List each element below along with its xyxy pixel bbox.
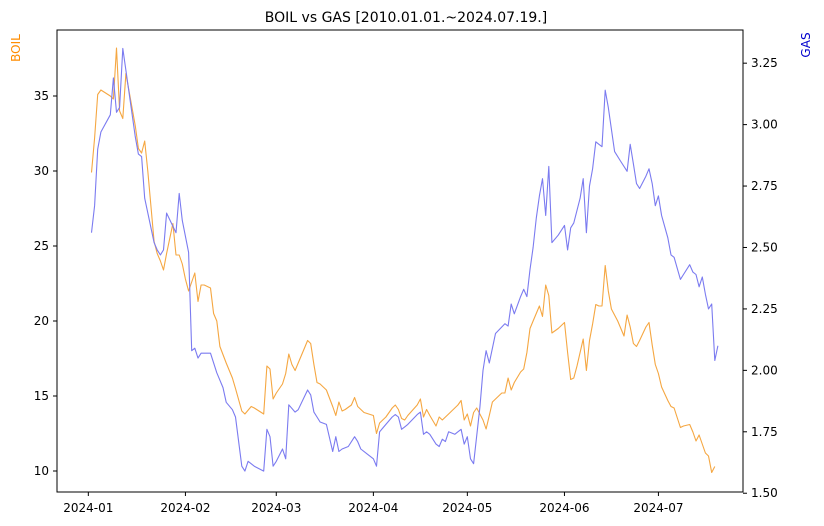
right-y-tick-label: 3.25 (751, 56, 778, 70)
right-y-tick-label: 2.75 (751, 179, 778, 193)
right-y-tick-label: 2.00 (751, 363, 778, 377)
x-tick-label: 2024-03 (251, 501, 301, 515)
left-y-tick-label: 15 (34, 389, 49, 403)
x-tick-label: 2024-04 (348, 501, 398, 515)
boil-series-line (90, 47, 716, 474)
chart-title: BOIL vs GAS [2010.01.01.~2024.07.19.] (265, 10, 547, 26)
left-y-tick-label: 20 (34, 314, 49, 328)
right-y-tick-label: 2.50 (751, 240, 778, 254)
x-tick-label: 2024-06 (539, 501, 589, 515)
axes-layer: 2024-01 2024-02 2024-03 2024-04 2024-05 2024-… (34, 56, 778, 515)
plot-frame (56, 29, 744, 493)
right-y-tick-label: 1.75 (751, 425, 778, 439)
gas-series-line (90, 47, 719, 472)
x-tick-label: 2024-02 (160, 501, 210, 515)
left-y-tick-label: 25 (34, 239, 49, 253)
left-y-tick-label: 30 (34, 164, 49, 178)
right-y-tick-label: 1.50 (751, 486, 778, 500)
x-tick-label: 2024-07 (633, 501, 683, 515)
right-axis-title: GAS (799, 32, 813, 57)
left-axis-title: BOIL (9, 34, 23, 62)
left-y-tick-label: 35 (34, 89, 49, 103)
x-tick-label: 2024-05 (442, 501, 492, 515)
series-layer (90, 47, 719, 474)
right-y-tick-label: 2.25 (751, 302, 778, 316)
left-y-tick-label: 10 (34, 464, 49, 478)
right-y-tick-label: 3.00 (751, 118, 778, 132)
x-tick-label: 2024-01 (63, 501, 113, 515)
